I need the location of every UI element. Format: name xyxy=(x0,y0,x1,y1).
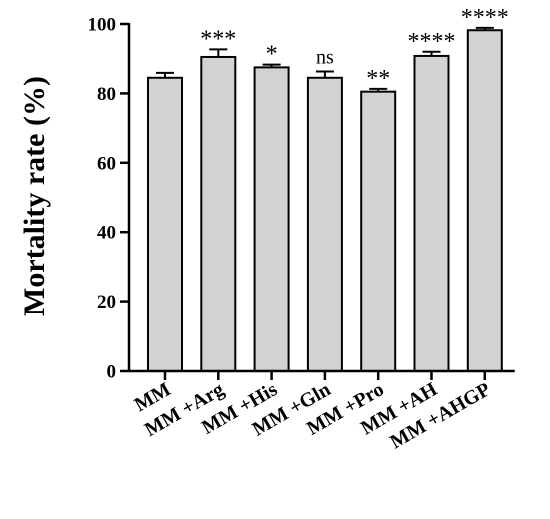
y-axis-title-group: Mortality rate (%) xyxy=(18,76,51,316)
y-tick-label: 0 xyxy=(107,362,117,383)
bar xyxy=(253,66,290,372)
significance-label: **** xyxy=(461,5,509,31)
significance-label: * xyxy=(266,42,278,68)
y-tick-label: 20 xyxy=(97,292,116,313)
bar xyxy=(466,29,503,372)
significance-label: ** xyxy=(366,66,390,92)
y-tick-label: 100 xyxy=(88,15,117,36)
significance-label: **** xyxy=(408,29,456,55)
significance-label: *** xyxy=(200,26,236,52)
y-tick-label: 80 xyxy=(97,84,116,105)
bar xyxy=(200,55,237,373)
significance-label: ns xyxy=(316,47,334,69)
bar xyxy=(147,76,183,372)
y-axis-title: Mortality rate (%) xyxy=(18,76,51,316)
y-tick-label: 40 xyxy=(97,223,116,244)
bar xyxy=(360,90,397,372)
y-tick-label: 60 xyxy=(97,153,116,174)
bar xyxy=(413,54,450,372)
bar xyxy=(306,76,343,372)
